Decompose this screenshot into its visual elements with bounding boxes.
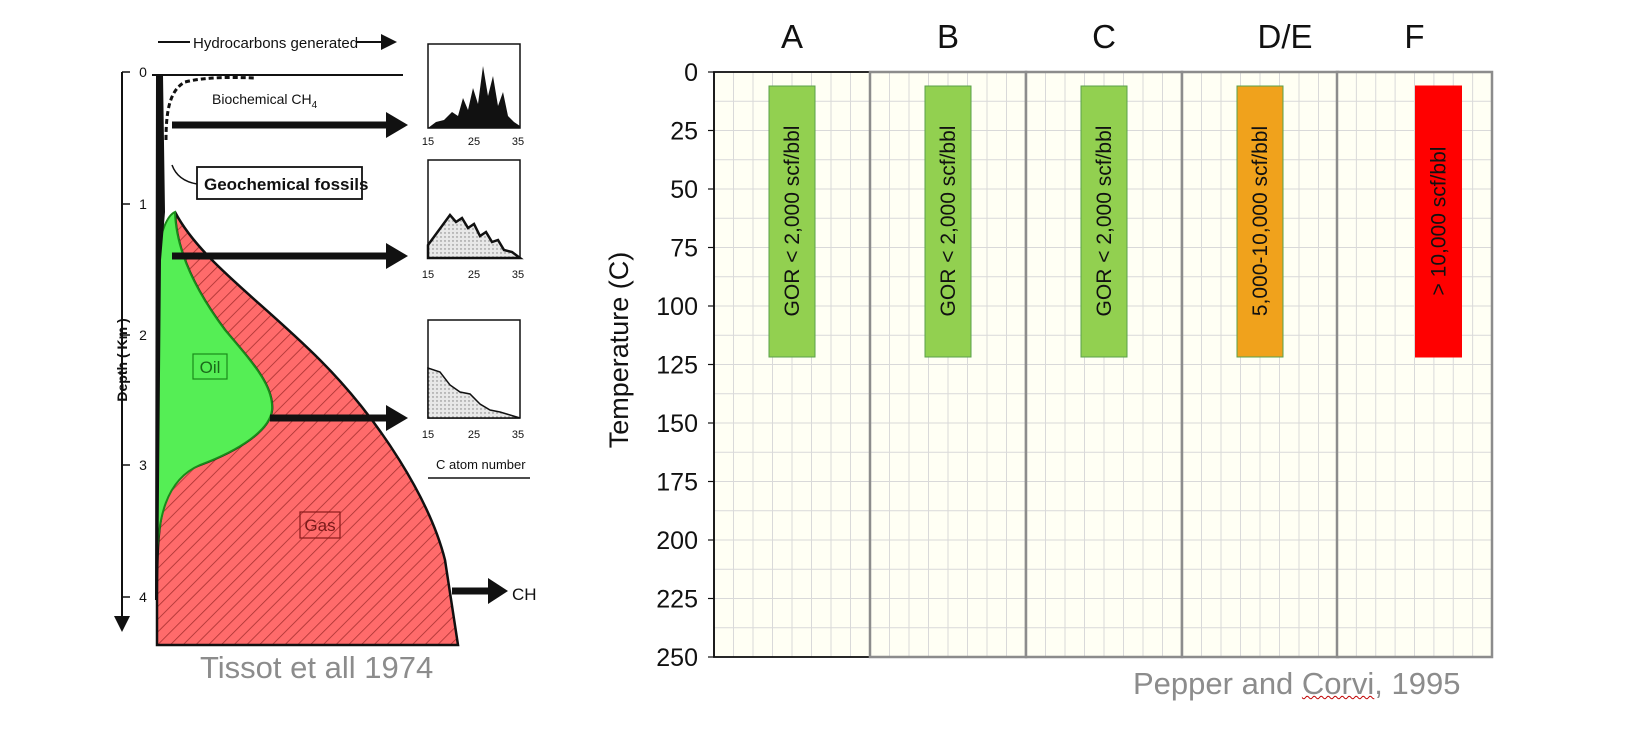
panel-title: F [1404, 18, 1424, 55]
inset-1-trace [428, 66, 520, 128]
biochemical-ch4-curve [164, 75, 256, 141]
inset-3-trace [427, 366, 521, 419]
inset-tick-label: 15 [422, 429, 434, 441]
depth-tick-label: 0 [139, 64, 147, 80]
y-tick-label: 150 [656, 410, 698, 438]
oil-label: Oil [200, 358, 221, 377]
inset-tick-label: 25 [468, 269, 480, 281]
geochemical-fossils-label: Geochemical fossils [204, 175, 368, 194]
y-tick-label: 200 [656, 527, 698, 555]
generation-arrows [172, 112, 508, 604]
temperature-axis-label: Temperature (C) [604, 252, 634, 449]
arrow-head-2 [386, 243, 408, 269]
gas-label: Gas [304, 516, 335, 535]
gor-label-box [1415, 85, 1462, 358]
gor-label-box [1080, 85, 1128, 358]
inset-3-ticks: 15 25 35 [422, 429, 524, 441]
depth-tick-label: 4 [139, 589, 147, 605]
inset-tick-label: 35 [512, 269, 524, 281]
y-tick-label: 25 [670, 118, 698, 146]
inset-1-ticks: 15 25 35 [422, 136, 524, 148]
y-tick-label: 0 [684, 59, 698, 87]
panel-f: F > 10,000 scf/bbl [1335, 18, 1494, 659]
panel-frame [1335, 70, 1494, 659]
depth-tick-label: 1 [139, 196, 147, 212]
panel-title: C [1092, 18, 1116, 55]
y-tick-label: 175 [656, 469, 698, 497]
inset-tick-label: 35 [512, 136, 524, 148]
left-figure: Hydrocarbons generated Depth ( Km ) 0 1 2 3… [114, 34, 537, 647]
depth-tick-label: 2 [139, 327, 147, 343]
panel-title: D/E [1257, 18, 1312, 55]
caption-author-name: Corvi [1301, 666, 1375, 701]
gor-label: GOR < 2,000 scf/bbl [937, 126, 960, 317]
hydrocarbons-generated-header: Hydrocarbons generated [193, 35, 358, 52]
y-tick-label: 100 [656, 293, 698, 321]
y-tick-label: 125 [656, 352, 698, 380]
gor-label-box [924, 85, 972, 358]
inset-tick-label: 15 [422, 136, 434, 148]
temperature-axis: 0 25 50 75 100 125 150 175 200 225 250 [656, 59, 715, 672]
oil-label-box [192, 353, 228, 380]
panels: A GOR < 2,000 scf/bbl B GOR < 2,000 scf/bbl… [713, 18, 1494, 659]
gor-label: GOR < 2,000 scf/bbl [781, 126, 804, 317]
geochemical-fossils-column [155, 75, 165, 600]
inset-tick-label: 25 [468, 429, 480, 441]
panel-d-e: D/E 5,000-10,000 scf/bbl [1180, 18, 1340, 659]
gor-label: 5,000-10,000 scf/bbl [1249, 126, 1272, 316]
arrow-head-1 [386, 112, 408, 138]
gas-label-box [299, 511, 341, 539]
inset-xlabel: C atom number [436, 457, 526, 472]
depth-tick-label: 3 [139, 457, 147, 473]
inset-2-ticks: 15 25 35 [422, 269, 524, 281]
gor-label: > 10,000 scf/bbl [1428, 147, 1451, 296]
gor-label-box [1236, 85, 1284, 358]
depth-axis-label: Depth ( Km ) [114, 318, 130, 401]
y-tick-label: 75 [670, 235, 698, 263]
inset-tick-label: 25 [468, 136, 480, 148]
inset-tick-label: 35 [512, 429, 524, 441]
arrow-head-ch4 [488, 578, 508, 604]
inset-tick-label: 15 [422, 269, 434, 281]
ch4-end-label: CH [512, 585, 537, 604]
oil-area [156, 210, 274, 600]
inset-chromatogram-2: 15 25 35 [422, 159, 524, 281]
y-tick-label: 250 [656, 644, 698, 672]
arrow-head-3 [386, 405, 408, 431]
biochemical-ch4-label: Biochemical CH4 [212, 91, 318, 111]
right-chart: Temperature (C) A GOR < 2,000 scf/bbl B GOR… [604, 18, 1494, 672]
left-caption: Tissot et all 1974 [200, 650, 434, 685]
inset-2-trace [426, 212, 524, 260]
panel-c: C GOR < 2,000 scf/bbl [1024, 18, 1184, 659]
right-caption: Pepper and Corvi, 1995 [1133, 666, 1461, 701]
panel-b: B GOR < 2,000 scf/bbl [868, 18, 1028, 659]
panel-title: B [937, 18, 959, 55]
y-tick-label: 50 [670, 176, 698, 204]
geochemical-fossils-box [196, 166, 363, 200]
inset-chromatogram-1: 15 25 35 [422, 43, 524, 148]
geochemical-pointer [171, 164, 198, 185]
inset-chromatogram-3: 15 25 35 C atom number [422, 319, 530, 479]
depth-ticks: 0 1 2 3 4 [122, 64, 147, 605]
panel-a: A GOR < 2,000 scf/bbl [713, 18, 871, 658]
gor-label-box [768, 85, 816, 358]
gor-label: GOR < 2,000 scf/bbl [1093, 126, 1116, 317]
panel-title: A [781, 18, 803, 55]
y-tick-label: 225 [656, 586, 698, 614]
